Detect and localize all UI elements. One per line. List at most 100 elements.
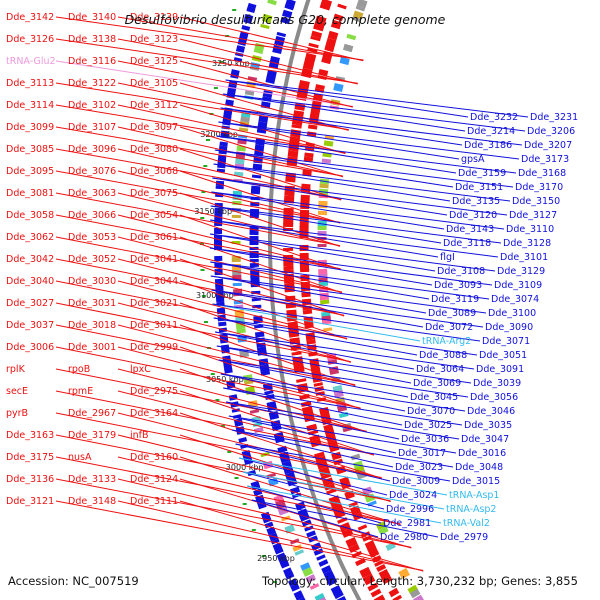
right-connector-line (212, 177, 448, 216)
left-gene-label: Dde_3112 (130, 100, 178, 111)
category-block (367, 500, 377, 507)
category-block (356, 0, 368, 9)
left-gene-label: Dde_3095 (6, 166, 54, 177)
forward-gene-mark (305, 52, 317, 62)
left-connector-line (179, 38, 358, 85)
left-gene-label: rpmE (68, 386, 93, 397)
reverse-gene-mark (281, 9, 293, 19)
right-gene-label: Dde_3069 (413, 378, 461, 389)
right-gene-label: Dde_3135 (452, 196, 500, 207)
right-gene-label: Dde_3064 (416, 364, 464, 375)
reverse-gene-mark (243, 18, 252, 25)
category-block (253, 48, 264, 55)
forward-gene-mark (297, 85, 309, 93)
reverse-gene-mark (280, 455, 291, 464)
right-gene-label: Dde_2981 (383, 518, 431, 529)
right-connector-line (251, 499, 379, 538)
right-gene-label: Dde_3071 (482, 336, 530, 347)
forward-gene-mark (325, 433, 337, 443)
reverse-gene-mark (266, 70, 277, 79)
scale-tick (215, 399, 220, 401)
right-connector-line (225, 79, 529, 118)
reverse-gene-mark (333, 589, 344, 600)
forward-gene-mark (328, 495, 341, 505)
right-connector-line (211, 191, 505, 230)
left-connector-line (117, 192, 341, 247)
reverse-gene-mark (336, 595, 347, 600)
reverse-gene-mark (318, 559, 329, 567)
left-connector-line (117, 478, 412, 549)
scale-tick (200, 243, 204, 245)
forward-gene-mark (323, 423, 334, 434)
right-connector-line (211, 191, 445, 230)
right-connector-line (231, 429, 394, 468)
right-gene-label: Dde_3173 (521, 154, 569, 165)
scale-label: 3150 kbp (194, 207, 232, 216)
reverse-gene-mark (265, 76, 276, 84)
category-block (309, 583, 320, 590)
reverse-gene-mark (321, 565, 332, 574)
forward-gene-mark (294, 103, 306, 111)
left-connector-line (179, 434, 391, 503)
right-gene-label: Dde_3151 (455, 182, 503, 193)
category-block (361, 486, 373, 496)
category-block (234, 309, 245, 318)
forward-gene-mark (359, 566, 372, 579)
left-gene-label: Dde_3068 (130, 166, 178, 177)
right-gene-label: Dde_3036 (401, 434, 449, 445)
left-gene-label: Dde_3113 (6, 78, 54, 89)
reverse-gene-mark (327, 578, 338, 587)
scale-tick (232, 9, 237, 11)
reverse-gene-mark (268, 410, 280, 421)
right-connector-line (247, 485, 442, 524)
left-gene-label: Dde_3080 (130, 144, 178, 155)
forward-gene-mark (315, 15, 327, 24)
right-gene-label: Dde_3214 (467, 126, 515, 137)
reverse-gene-mark (233, 57, 243, 62)
scale-tick (227, 451, 232, 453)
right-connector-line (212, 303, 421, 342)
scale-tick (200, 269, 205, 271)
category-block (322, 152, 332, 158)
scale-tick (210, 373, 215, 375)
forward-gene-mark (307, 124, 318, 130)
right-gene-label: Dde_3023 (395, 462, 443, 473)
forward-gene-mark (333, 13, 344, 22)
left-gene-label: Dde_3107 (68, 122, 116, 133)
reverse-gene-mark (280, 560, 290, 569)
reverse-gene-mark (238, 437, 248, 443)
category-block (352, 10, 364, 20)
left-connector-line (55, 170, 341, 223)
right-gene-label: Dde_3051 (479, 350, 527, 361)
left-gene-label: Dde_3163 (6, 430, 54, 441)
right-connector-line (210, 261, 430, 300)
right-connector-line (218, 121, 520, 160)
left-gene-label: rpoB (68, 364, 90, 375)
forward-gene-mark (293, 110, 305, 117)
right-connector-line (223, 387, 403, 426)
left-connector-line (55, 60, 353, 107)
forward-gene-mark (388, 587, 400, 598)
right-gene-label: Dde_3129 (497, 266, 545, 277)
left-gene-label: Dde_3030 (68, 276, 116, 287)
right-connector-line (218, 359, 409, 398)
scale-tick (201, 191, 206, 193)
left-gene-label: Dde_3175 (6, 452, 54, 463)
right-gene-label: Dde_2996 (386, 504, 434, 515)
left-gene-label: Dde_3116 (68, 56, 116, 67)
reverse-gene-mark (274, 548, 284, 555)
label-connectors (55, 16, 529, 572)
reverse-gene-mark (244, 13, 254, 22)
right-connector-line (225, 79, 469, 118)
left-gene-label: Dde_3096 (68, 144, 116, 155)
left-gene-label: Dde_3122 (68, 78, 116, 89)
reverse-gene-mark (253, 488, 263, 497)
scale-label: 3050 kbp (206, 375, 244, 384)
category-block (327, 359, 338, 365)
left-connector-line (55, 324, 356, 386)
right-gene-label: Dde_3232 (470, 112, 518, 123)
left-connector-line (117, 104, 346, 154)
right-gene-label: tRNA-Val2 (443, 518, 490, 529)
scale-tick (242, 503, 247, 505)
reverse-gene-mark (281, 460, 293, 471)
